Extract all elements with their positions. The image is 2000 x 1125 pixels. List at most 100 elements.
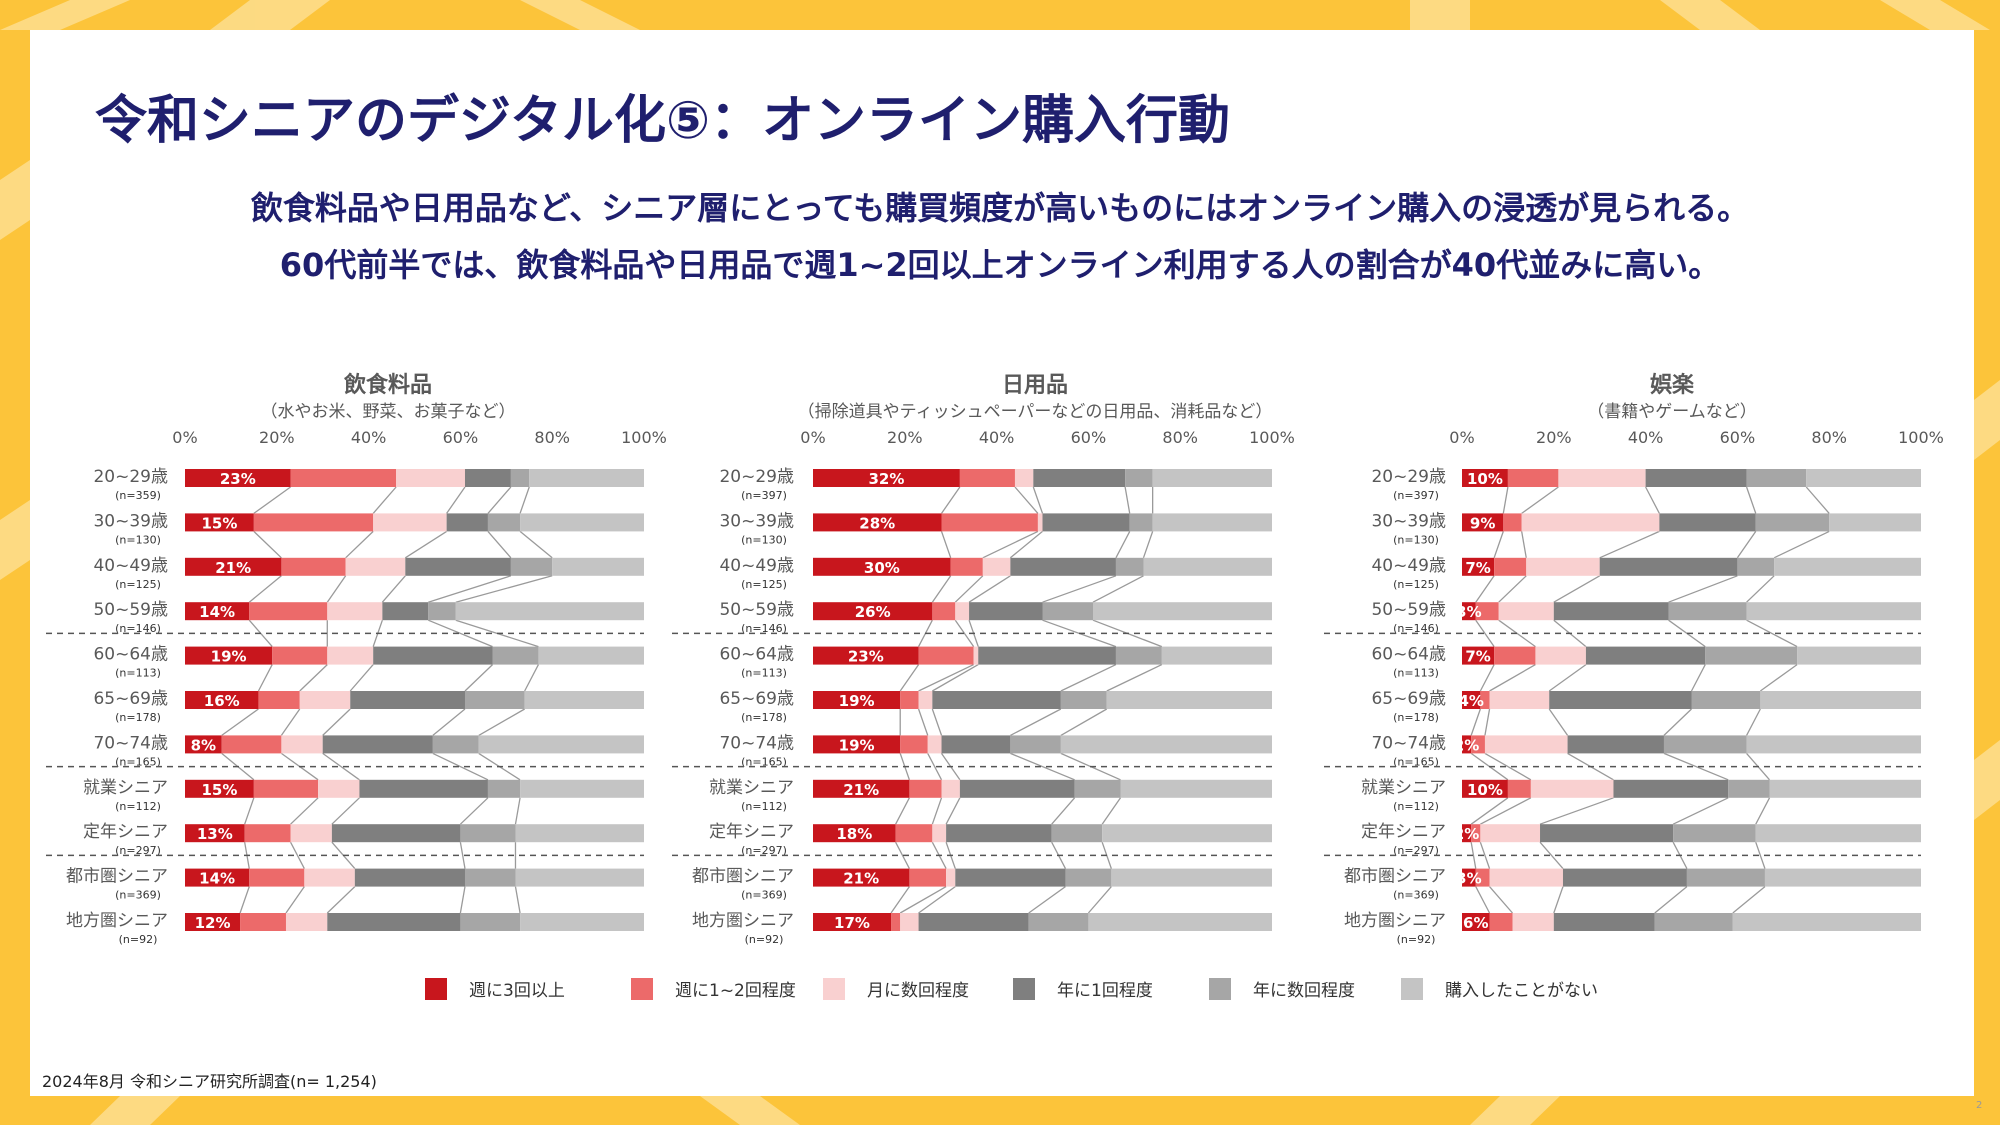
connector-line (918, 886, 956, 914)
bar-segment (290, 469, 397, 487)
legend-item: 月に数回程度 (823, 976, 1013, 1001)
category-label: 20~29歳 (719, 467, 794, 487)
bar-segment (382, 602, 429, 621)
bar-segment (941, 735, 1011, 754)
connector-line (1087, 886, 1112, 914)
sample-size-label: (n=146) (1393, 622, 1439, 635)
connector-line (1654, 886, 1688, 914)
sample-size-label: (n=165) (741, 755, 787, 768)
bar-segment (1526, 557, 1600, 576)
bar-segment (1143, 557, 1272, 576)
legend-item: 購入したことがない (1401, 976, 1598, 1001)
data-label: 14% (199, 870, 235, 888)
data-label: 3% (1456, 603, 1481, 621)
data-label: 28% (859, 514, 895, 532)
bar-segment (1462, 602, 1476, 621)
bar-segment (932, 602, 956, 621)
bar-segment (327, 646, 374, 665)
bar-segment (959, 779, 1075, 798)
connector-line (1480, 797, 1532, 825)
sample-size-label: (n=112) (1393, 800, 1439, 813)
bar-segment (909, 779, 942, 798)
bar-segment (1521, 513, 1660, 532)
connector-line (289, 841, 305, 869)
panel-title: 娯楽 (1650, 372, 1695, 398)
bar-segment (185, 735, 222, 754)
page-title: 令和シニアのデジタル化⑤：オンライン購入行動 (95, 91, 1230, 151)
connector-line (890, 886, 910, 914)
bar-segment (464, 868, 516, 887)
x-tick-label: 40% (979, 428, 1015, 447)
connector-line (1484, 708, 1491, 736)
connector-line (1014, 486, 1039, 514)
panel-title: 日用品 (1002, 373, 1068, 398)
legend-swatch (1013, 977, 1035, 1000)
bar-segment (1691, 691, 1761, 709)
category-label: 70~74歳 (1371, 733, 1446, 753)
connector-line (1489, 886, 1513, 914)
source-note: 2024年8月 令和シニア研究所調査(n= 1,254) (42, 1072, 377, 1091)
bar-segment (304, 868, 355, 887)
bar-segment (1462, 513, 1504, 532)
bar-segment (464, 469, 511, 487)
bar-segment (1507, 469, 1559, 487)
connector-line (1746, 708, 1761, 736)
connector-line (487, 486, 512, 514)
connector-line (446, 486, 466, 514)
connector-line (244, 797, 255, 825)
connector-line (1060, 664, 1117, 692)
connector-line (1746, 575, 1775, 603)
bar-segment (1498, 602, 1554, 621)
legend-swatch (631, 977, 653, 1000)
bar-segment (249, 602, 328, 621)
bar-segment (290, 824, 332, 843)
connector-line (1489, 664, 1536, 692)
connector-line (932, 664, 979, 692)
connector-line (968, 575, 1011, 603)
bar-segment (318, 779, 360, 798)
bar-segment (1489, 691, 1550, 709)
bar-segment (428, 602, 456, 621)
bar-segment (538, 646, 644, 665)
connector-line (1759, 664, 1798, 692)
bar-segment (895, 824, 933, 843)
bar-segment (331, 824, 461, 843)
bar-segment (1562, 868, 1687, 887)
connector-line (478, 708, 525, 736)
connector-line (1732, 886, 1766, 914)
bar-segment (322, 735, 433, 754)
legend-swatch (823, 977, 845, 1000)
data-label: 21% (215, 559, 251, 577)
bar-segment (1806, 469, 1921, 487)
bar-segment (1102, 824, 1272, 843)
bar-segment (1558, 469, 1646, 487)
connector-line (1539, 797, 1614, 825)
bar-segment (1115, 557, 1144, 576)
x-tick-label: 20% (1536, 428, 1572, 447)
bar-segment (813, 779, 910, 798)
connector-line (954, 619, 975, 647)
bar-segment (955, 602, 970, 621)
connector-line (322, 752, 360, 781)
connector-line (331, 797, 360, 825)
bar-segment (1686, 868, 1765, 887)
sample-size-label: (n=369) (115, 889, 161, 902)
bar-segment (478, 735, 644, 754)
connector-line (1668, 619, 1706, 648)
connector-line (322, 708, 351, 736)
sample-size-label: (n=146) (741, 622, 787, 635)
bar-segment (1507, 779, 1531, 798)
connector-line (1479, 664, 1495, 692)
bar-segment (1161, 646, 1272, 665)
data-label: 8% (191, 736, 216, 754)
connector-line (1498, 575, 1527, 603)
data-label: 7% (1465, 648, 1490, 666)
bar-segment (813, 868, 910, 887)
data-label: 19% (211, 648, 247, 666)
x-tick-label: 100% (1249, 428, 1295, 447)
bar-segment (946, 868, 956, 887)
connector-line (895, 841, 910, 869)
bar-segment (1654, 913, 1733, 931)
bar-segment (1060, 691, 1107, 709)
bar-segment (185, 868, 250, 887)
